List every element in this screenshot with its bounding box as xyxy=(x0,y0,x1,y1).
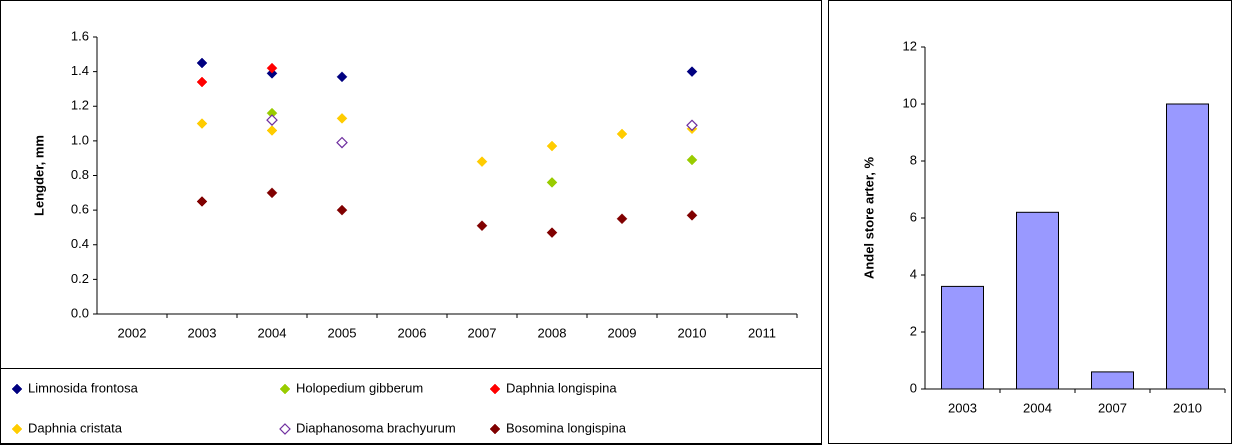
x-tick-label: 2011 xyxy=(748,325,776,340)
legend-marker xyxy=(489,383,501,395)
point xyxy=(546,177,558,188)
y-tick-label: 12 xyxy=(903,38,917,53)
y-axis-title: Lengder, mm xyxy=(31,135,46,216)
legend-label: Holopedium gibberum xyxy=(296,380,423,395)
right-frame xyxy=(828,0,1232,444)
y-tick-label: 0 xyxy=(910,380,917,395)
legend-marker xyxy=(11,383,23,395)
y-tick-label: 1.4 xyxy=(71,63,89,78)
x-tick-label: 2002 xyxy=(118,325,147,340)
bar xyxy=(1091,371,1134,390)
legend-label: Diaphanosoma brachyurum xyxy=(296,420,456,435)
y-tick-label: 6 xyxy=(910,209,917,224)
point xyxy=(686,154,698,166)
y-tick-label: 4 xyxy=(910,266,917,281)
legend-label: Limnosida frontosa xyxy=(28,380,139,395)
point xyxy=(196,118,208,129)
x-tick-label: 2004 xyxy=(1023,400,1052,415)
y-tick-label: 2 xyxy=(910,323,917,338)
x-tick-label: 2004 xyxy=(258,325,287,340)
bar xyxy=(1166,103,1209,390)
point xyxy=(686,209,698,221)
point xyxy=(546,140,558,152)
point xyxy=(266,187,278,199)
point xyxy=(196,57,208,69)
point xyxy=(196,76,208,88)
point xyxy=(686,119,698,132)
legend-marker xyxy=(11,423,23,435)
legend-label: Daphnia cristata xyxy=(28,420,123,435)
legend-marker xyxy=(489,423,501,435)
point xyxy=(476,220,488,232)
point xyxy=(476,156,488,168)
x-tick-label: 2007 xyxy=(468,325,497,340)
point xyxy=(336,71,348,83)
y-tick-label: 1.0 xyxy=(71,132,89,147)
point xyxy=(266,125,278,136)
legend-label: Bosomina longispina xyxy=(506,420,627,435)
point xyxy=(196,196,208,207)
y-tick-label: 1.6 xyxy=(71,28,89,43)
x-tick-label: 2010 xyxy=(678,325,707,340)
point xyxy=(266,114,278,126)
y-tick-label: 10 xyxy=(903,95,917,110)
y-tick-label: 0.2 xyxy=(71,271,89,286)
x-tick-label: 2008 xyxy=(538,325,567,340)
point xyxy=(266,62,278,74)
x-tick-label: 2009 xyxy=(608,325,637,340)
legend-marker xyxy=(279,383,291,395)
point xyxy=(336,113,348,124)
left-frame xyxy=(0,0,822,444)
point xyxy=(686,66,698,77)
x-tick-label: 2006 xyxy=(398,325,427,340)
legend-label: Daphnia longispina xyxy=(506,380,617,395)
point xyxy=(336,204,348,216)
y-axis-title: Andel store arter, % xyxy=(861,157,876,280)
x-tick-label: 2003 xyxy=(188,325,217,340)
y-tick-label: 0.8 xyxy=(71,167,89,182)
y-tick-label: 0.6 xyxy=(71,202,89,217)
y-tick-label: 1.2 xyxy=(71,98,89,113)
x-tick-label: 2010 xyxy=(1173,400,1202,415)
point xyxy=(546,227,558,238)
y-tick-label: 0.4 xyxy=(71,236,89,251)
y-tick-label: 0.0 xyxy=(71,305,89,320)
bar xyxy=(941,285,984,390)
x-tick-label: 2005 xyxy=(328,325,357,340)
point xyxy=(616,128,628,140)
bar xyxy=(1016,211,1059,390)
point xyxy=(336,136,348,149)
y-tick-label: 8 xyxy=(910,152,917,167)
x-tick-label: 2007 xyxy=(1098,400,1127,415)
x-tick-label: 2003 xyxy=(948,400,977,415)
point xyxy=(616,213,628,225)
legend-marker xyxy=(279,423,291,435)
